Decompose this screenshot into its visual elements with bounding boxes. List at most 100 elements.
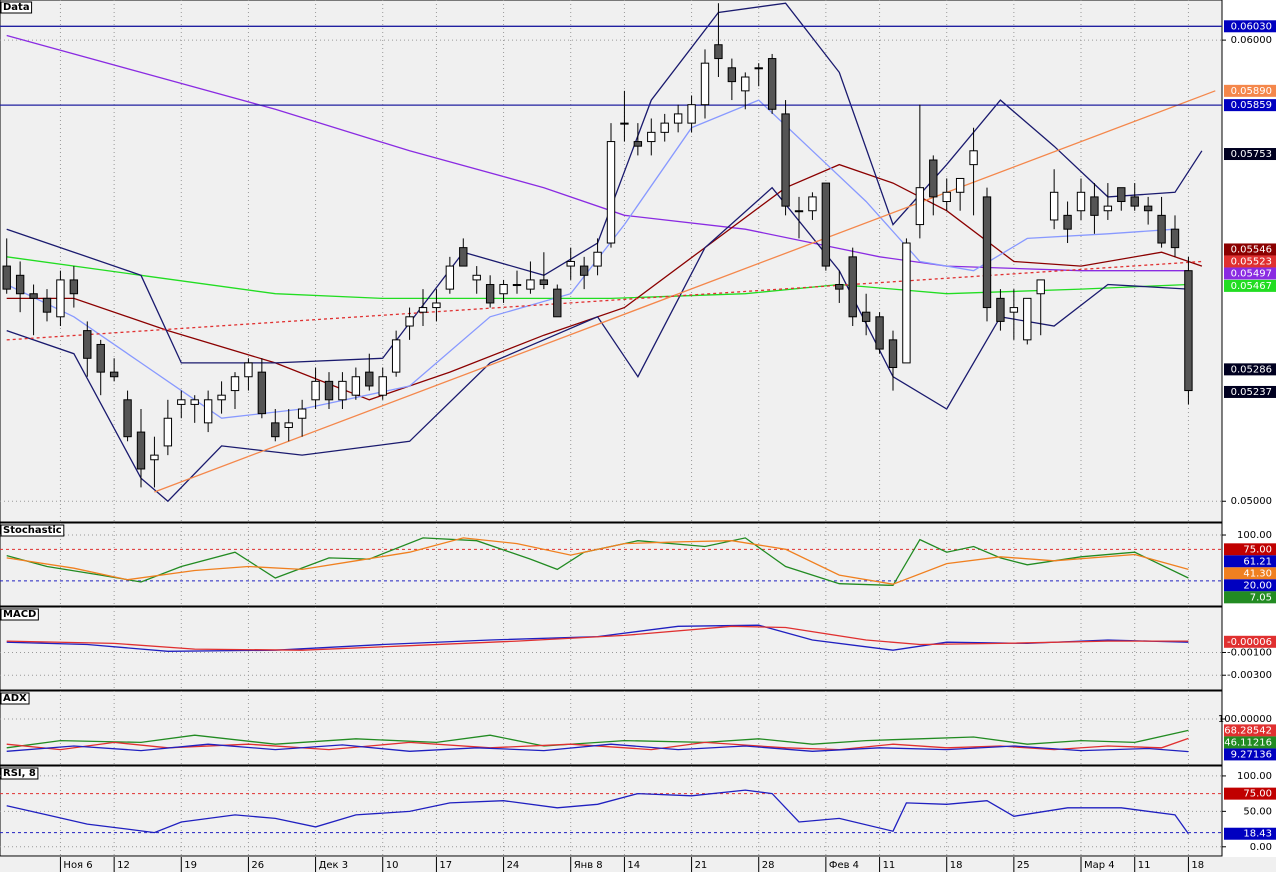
- candle-body: [700, 62, 710, 106]
- price-label-box: [1224, 579, 1276, 592]
- x-tick-label: 17: [439, 860, 452, 871]
- price-label-box: [1224, 99, 1276, 112]
- price-label: 0.05286: [1231, 364, 1272, 375]
- candle-body: [297, 408, 307, 419]
- price-label: 41.30: [1243, 568, 1272, 579]
- overlay-line: [6, 260, 1202, 341]
- candle-body: [190, 399, 199, 405]
- candle-body: [405, 316, 414, 327]
- x-tick-label: 11: [1138, 860, 1151, 871]
- candle-body: [56, 279, 65, 318]
- price-label: 20.00: [1243, 580, 1272, 591]
- candle-body: [647, 131, 656, 143]
- price-label-box: [1224, 635, 1276, 648]
- candle-body: [1023, 297, 1032, 341]
- y-tick-label: 0.05000: [1231, 496, 1272, 507]
- x-tick-label: 25: [1017, 860, 1030, 871]
- indicator-line: [6, 743, 1189, 753]
- price-label: 0.05890: [1231, 86, 1272, 97]
- candle-body: [432, 302, 441, 309]
- candle-body: [203, 399, 213, 424]
- candle-body: [472, 274, 481, 281]
- candle-body: [96, 343, 105, 373]
- candle-body: [69, 279, 79, 295]
- candle-body: [136, 431, 146, 470]
- price-label: 0.06030: [1231, 21, 1272, 32]
- overlay-line: [154, 90, 1216, 493]
- candle-body: [1157, 214, 1166, 244]
- panel-title-box: [0, 767, 39, 780]
- price-label-box: [1224, 255, 1276, 268]
- x-tick-label: Мар 4: [1084, 860, 1115, 871]
- price-label-box: [1224, 267, 1276, 280]
- candle-body: [888, 339, 898, 369]
- panel-title-box: [0, 1, 33, 14]
- candle-body: [566, 260, 575, 267]
- candle-body: [714, 44, 723, 60]
- candle-body: [150, 454, 159, 461]
- candle-body: [512, 284, 522, 287]
- candle-body: [257, 371, 267, 415]
- x-tick-label: 28: [762, 860, 775, 871]
- x-tick-label: 18: [950, 860, 963, 871]
- candle-body: [1143, 205, 1153, 212]
- price-label-box: [1224, 567, 1276, 580]
- panel-title-box: [0, 608, 39, 621]
- candle-body: [727, 67, 737, 83]
- overlay-line: [6, 256, 1189, 300]
- indicator-line: [6, 729, 1189, 749]
- price-label: 9.27136: [1231, 749, 1272, 760]
- candle-body: [942, 191, 951, 203]
- x-tick-label: Янв 8: [574, 860, 603, 871]
- price-label: 0.05753: [1231, 149, 1272, 160]
- candle-body: [982, 196, 992, 309]
- panel-title-box: [0, 524, 65, 537]
- price-label-box: [1224, 84, 1276, 97]
- price-label: 0.05237: [1231, 387, 1272, 398]
- candle-body: [633, 141, 643, 147]
- candle-body: [620, 122, 629, 125]
- price-label-box: [1224, 591, 1276, 604]
- candle-body: [660, 122, 669, 133]
- x-tick-label: Фев 4: [829, 860, 859, 871]
- price-label: 0.05523: [1231, 256, 1272, 267]
- candle-body: [848, 256, 857, 318]
- indicator-line: [6, 789, 1189, 835]
- candle-body: [754, 67, 763, 70]
- panel: [0, 690, 1223, 766]
- candle-body: [271, 422, 280, 438]
- candle-body: [123, 399, 132, 438]
- price-label-box: [1224, 748, 1276, 761]
- candle-body: [1103, 205, 1113, 212]
- candle-body: [42, 297, 52, 313]
- candle-body: [579, 265, 589, 276]
- candle-body: [861, 311, 871, 322]
- indicator-line: [6, 624, 1189, 652]
- price-label-box: [1224, 363, 1276, 376]
- price-label-box: [1224, 787, 1276, 800]
- y-tick-label: 100.00: [1237, 530, 1272, 541]
- candle-body: [996, 297, 1005, 322]
- indicator-line: [6, 625, 1189, 651]
- candle-body: [244, 362, 253, 378]
- candle-body: [284, 422, 293, 428]
- overlay-line: [6, 34, 1189, 272]
- panel: [0, 0, 1223, 523]
- price-label: 0.05546: [1231, 244, 1272, 255]
- x-tick-label: Ноя 6: [63, 860, 92, 871]
- candle-body: [593, 251, 602, 267]
- candle-body: [418, 307, 428, 313]
- candle-body: [835, 284, 844, 290]
- panel: [0, 765, 1223, 857]
- x-tick-label: 26: [251, 860, 264, 871]
- price-label-box: [1224, 20, 1276, 33]
- candle-body: [485, 284, 495, 304]
- price-label-box: [1224, 385, 1276, 398]
- candle-body: [794, 210, 804, 213]
- price-label: 0.05467: [1231, 281, 1272, 292]
- candle-body: [1036, 279, 1045, 295]
- x-tick-label: 24: [507, 860, 520, 871]
- candle-body: [1063, 214, 1072, 230]
- candle-body: [378, 376, 387, 396]
